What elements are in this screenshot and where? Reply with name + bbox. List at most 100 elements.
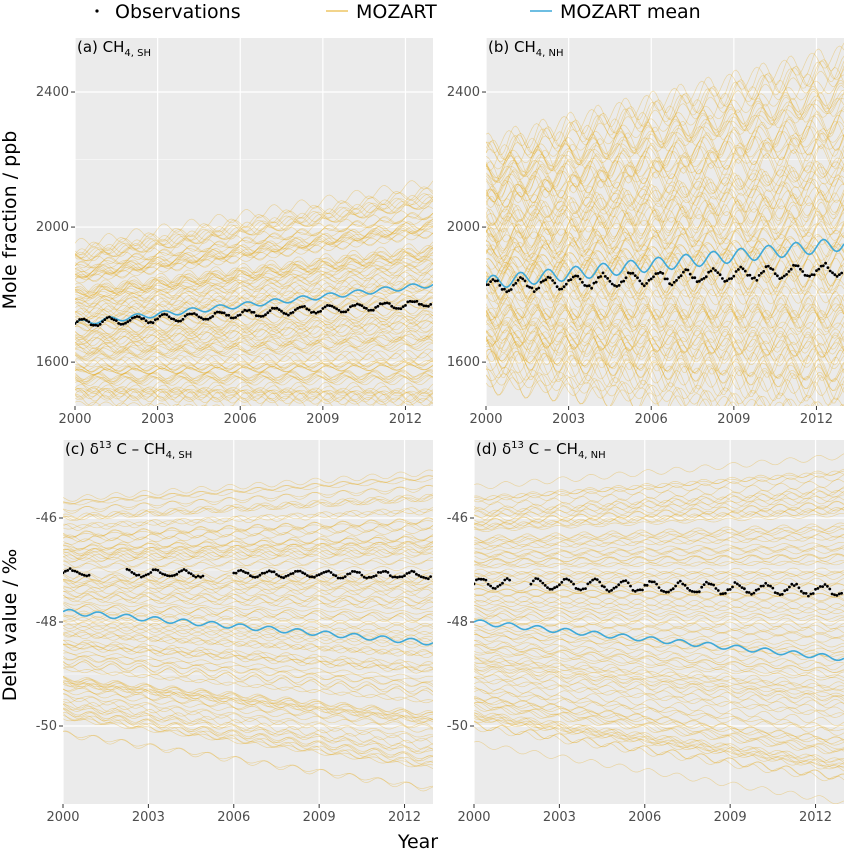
y-tick-label: 2400 bbox=[447, 85, 480, 100]
ensemble-member-line bbox=[63, 643, 433, 674]
ensemble-member-line bbox=[486, 182, 844, 243]
ensemble-member-line bbox=[75, 186, 433, 256]
observation-point bbox=[799, 267, 802, 271]
ensemble-member-line bbox=[486, 215, 844, 264]
ensemble-member-line bbox=[75, 200, 433, 262]
observation-point bbox=[743, 269, 747, 273]
observation-point bbox=[686, 586, 689, 590]
observation-point bbox=[571, 275, 575, 279]
ensemble-member-line bbox=[63, 643, 433, 673]
ensemble-member-line bbox=[75, 252, 433, 297]
observation-point bbox=[305, 307, 309, 311]
observation-point bbox=[633, 589, 637, 593]
ensemble-member-line bbox=[486, 91, 844, 186]
observation-point bbox=[743, 587, 746, 591]
observation-point bbox=[199, 575, 203, 579]
observation-point bbox=[835, 594, 839, 597]
ensemble-member-line bbox=[486, 191, 844, 252]
observation-point bbox=[659, 270, 662, 274]
ensemble-member-line bbox=[474, 553, 844, 567]
ensemble-member-line bbox=[474, 689, 844, 736]
ensemble-member-line bbox=[486, 97, 844, 186]
ensemble-member-line bbox=[63, 707, 433, 759]
observation-point bbox=[358, 303, 361, 307]
ensemble-member-line bbox=[75, 226, 433, 276]
observation-point bbox=[771, 268, 775, 271]
observation-point bbox=[840, 271, 844, 275]
observation-point bbox=[617, 284, 621, 287]
ensemble-member-line bbox=[75, 247, 433, 296]
ensemble-member-line bbox=[474, 703, 844, 754]
ensemble-member-line bbox=[486, 323, 844, 359]
observation-point bbox=[780, 276, 784, 280]
ensemble-member-line bbox=[75, 218, 433, 277]
observation-point bbox=[346, 308, 350, 312]
observation-point bbox=[817, 267, 821, 271]
ensemble-member-line bbox=[63, 565, 433, 573]
ensemble-member-line bbox=[63, 702, 433, 755]
observation-point bbox=[590, 286, 593, 290]
observation-point bbox=[346, 572, 349, 576]
observation-point bbox=[184, 569, 188, 572]
ensemble-member-line bbox=[486, 174, 844, 243]
ensemble-member-line bbox=[63, 708, 433, 762]
ensemble-member-line bbox=[486, 338, 844, 381]
observation-point bbox=[413, 300, 416, 304]
legend-mozart-mean-label: MOZART mean bbox=[560, 1, 701, 23]
observation-point bbox=[426, 577, 430, 581]
ensemble-member-line bbox=[486, 66, 844, 171]
ensemble-member-line bbox=[474, 470, 844, 501]
observation-point bbox=[412, 570, 416, 574]
ensemble-member-line bbox=[75, 327, 433, 349]
observation-point bbox=[362, 575, 366, 579]
ensemble-member-line bbox=[63, 643, 433, 672]
ensemble-member-line bbox=[474, 571, 844, 577]
observation-point bbox=[229, 316, 233, 320]
observation-point bbox=[509, 288, 513, 291]
panel-b-plot bbox=[486, 42, 844, 406]
observation-point bbox=[139, 575, 143, 579]
ensemble-member-line bbox=[486, 290, 844, 321]
observation-point bbox=[231, 316, 235, 320]
ensemble-member-line bbox=[75, 230, 433, 283]
panel-c-plot bbox=[63, 469, 433, 792]
observation-point bbox=[667, 590, 670, 594]
observation-point bbox=[149, 320, 153, 324]
ensemble-member-line bbox=[63, 507, 433, 531]
ensemble-member-line bbox=[474, 546, 844, 559]
observation-point bbox=[369, 308, 373, 312]
observation-point bbox=[94, 323, 98, 327]
ensemble-member-line bbox=[63, 517, 433, 539]
observation-point bbox=[237, 569, 240, 573]
ensemble-member-line bbox=[75, 336, 433, 358]
observation-point bbox=[310, 311, 313, 314]
observation-point bbox=[259, 315, 263, 318]
observation-point bbox=[766, 584, 770, 587]
ensemble-member-line bbox=[63, 485, 433, 514]
ensemble-member-line bbox=[63, 541, 433, 557]
ensemble-member-line bbox=[486, 198, 844, 254]
ensemble-member-line bbox=[75, 195, 433, 258]
observation-point bbox=[348, 572, 352, 575]
mozart-mean-line bbox=[474, 619, 844, 662]
observation-point bbox=[323, 305, 327, 309]
ensemble-member-line bbox=[486, 148, 844, 225]
observation-point bbox=[365, 576, 368, 580]
observation-point bbox=[415, 299, 419, 303]
ensemble-member-line bbox=[63, 630, 433, 657]
observation-point bbox=[531, 579, 535, 583]
observation-point bbox=[498, 284, 502, 287]
observation-point bbox=[675, 279, 678, 282]
ensemble-member-line bbox=[474, 663, 844, 697]
observation-point bbox=[317, 573, 321, 577]
observation-point bbox=[592, 281, 596, 285]
observation-point bbox=[378, 302, 382, 306]
ensemble-member-line bbox=[63, 579, 433, 590]
observation-point bbox=[626, 271, 630, 275]
observation-point bbox=[167, 315, 171, 319]
x-tick-label: 2012 bbox=[388, 810, 421, 825]
ensemble-member-line bbox=[486, 353, 844, 396]
observation-point bbox=[521, 277, 525, 281]
observation-point bbox=[396, 576, 399, 579]
observation-point bbox=[405, 572, 409, 575]
